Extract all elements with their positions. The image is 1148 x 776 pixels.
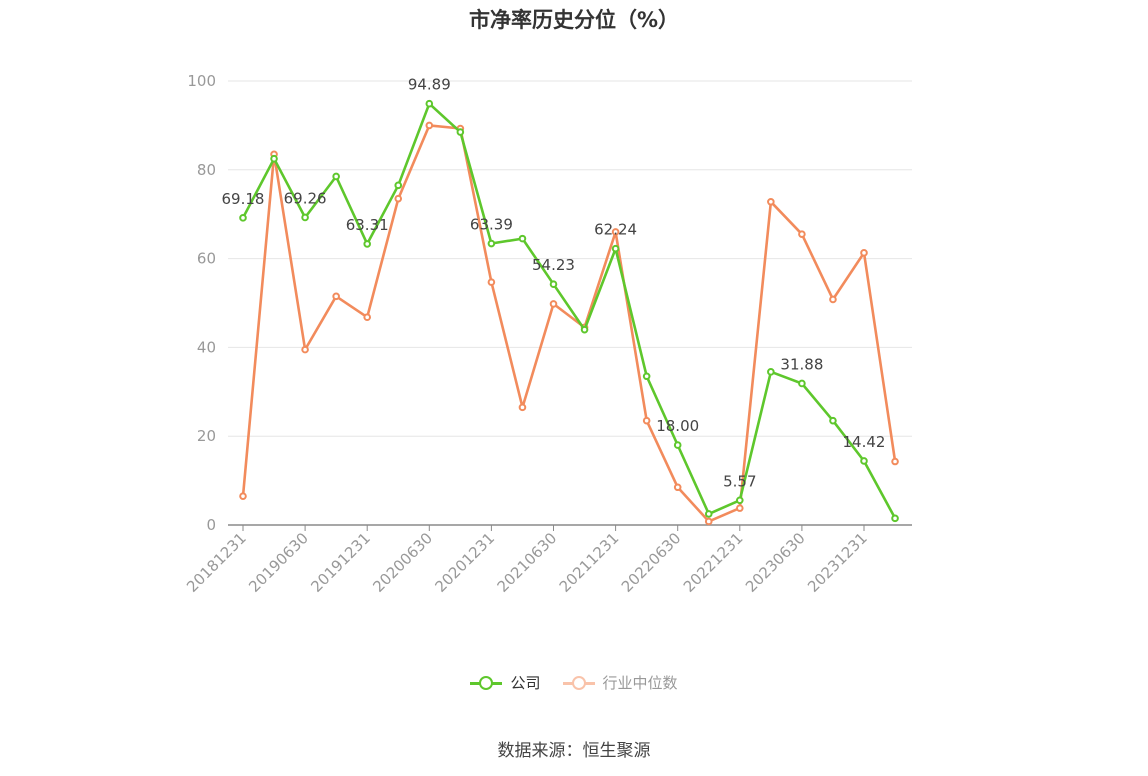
- x-tick-label: 20221231: [680, 529, 747, 596]
- data-label: 69.26: [284, 189, 327, 207]
- data-point-industry: [332, 292, 340, 301]
- data-point-industry: [518, 403, 527, 412]
- data-point-industry: [425, 121, 434, 130]
- x-tick-label: 20220630: [618, 529, 685, 596]
- y-tick-label: 40: [197, 338, 216, 356]
- axis-layer: 0204060801002018123120190630201912312020…: [183, 72, 912, 596]
- data-point-company: [518, 234, 527, 243]
- legend-item-industry[interactable]: 行业中位数: [562, 672, 678, 693]
- data-label: 69.18: [222, 190, 265, 208]
- data-point-company: [798, 379, 806, 388]
- data-point-company: [736, 496, 744, 505]
- data-point-company: [704, 510, 713, 518]
- data-point-company: [549, 280, 558, 289]
- y-tick-label: 60: [197, 250, 216, 268]
- data-label-layer: 69.18 69.26 63.31 94.89 63.39 54.23 62.24 18.00…: [222, 76, 886, 491]
- data-point-company: [860, 457, 868, 465]
- grid-layer: [228, 80, 912, 437]
- data-point-industry: [704, 517, 713, 526]
- data-point-company: [239, 214, 247, 222]
- data-label: 18.00: [656, 417, 699, 435]
- data-point-industry: [611, 228, 620, 236]
- data-point-industry: [239, 492, 247, 500]
- data-point-company: [363, 240, 372, 248]
- data-label: 63.31: [346, 216, 389, 234]
- data-point-company: [611, 244, 620, 253]
- series-line-industry: [241, 124, 897, 523]
- data-point-company: [829, 416, 837, 425]
- data-point-industry: [363, 313, 372, 322]
- x-tick-label: 20191231: [307, 529, 374, 596]
- data-point-company: [673, 441, 682, 449]
- series-line-company: [241, 102, 897, 519]
- data-label: 62.24: [594, 221, 637, 239]
- y-tick-label: 80: [197, 161, 216, 179]
- y-tick-label: 0: [206, 516, 216, 534]
- x-tick-label: 20230630: [742, 529, 809, 596]
- data-point-company: [642, 372, 651, 381]
- data-point-company: [487, 239, 496, 248]
- data-label: 14.42: [843, 433, 886, 451]
- legend-company-label: 公司: [510, 674, 541, 692]
- legend-industry-marker-icon: [562, 675, 595, 690]
- data-point-industry: [860, 249, 868, 257]
- data-point-industry: [673, 483, 682, 492]
- data-point-company: [332, 172, 340, 181]
- data-point-industry: [829, 295, 837, 304]
- data-point-industry: [767, 197, 775, 206]
- data-point-industry: [487, 278, 496, 286]
- legend-item-company[interactable]: 公司: [470, 672, 541, 693]
- data-point-industry: [642, 416, 651, 425]
- y-tick-label: 20: [197, 427, 216, 445]
- legend-industry-label: 行业中位数: [602, 674, 678, 692]
- series-layer: [239, 99, 899, 526]
- data-point-industry: [549, 300, 558, 308]
- data-point-company: [425, 99, 434, 108]
- data-point-company: [394, 181, 403, 190]
- data-point-industry: [736, 504, 744, 512]
- data-point-company: [891, 514, 899, 523]
- data-label: 31.88: [780, 355, 823, 373]
- data-point-company: [270, 154, 278, 163]
- data-point-company: [301, 213, 309, 222]
- data-label: 5.57: [723, 472, 756, 490]
- data-source: 数据来源：恒生聚源: [497, 741, 651, 761]
- data-label: 94.89: [408, 76, 451, 94]
- data-point-company: [580, 325, 589, 334]
- data-point-company: [767, 368, 775, 376]
- y-tick-label: 100: [187, 72, 216, 90]
- data-point-industry: [301, 345, 309, 354]
- x-tick-label: 20231231: [804, 529, 871, 596]
- x-tick-label: 20210630: [494, 529, 561, 596]
- x-tick-label: 20181231: [183, 529, 250, 596]
- x-tick-label: 20211231: [556, 529, 623, 596]
- x-tick-label: 20201231: [432, 529, 499, 596]
- legend-company-marker-icon: [470, 675, 503, 690]
- chart-title: 市净率历史分位（%）: [468, 8, 680, 32]
- data-point-industry: [798, 230, 806, 238]
- x-tick-label: 20190630: [245, 529, 312, 596]
- data-label: 63.39: [470, 216, 513, 234]
- data-point-industry: [891, 457, 899, 466]
- data-label: 54.23: [532, 256, 575, 274]
- x-tick-label: 20200630: [369, 529, 436, 596]
- legend: 公司 行业中位数: [0, 672, 1148, 693]
- data-point-company: [456, 128, 465, 136]
- data-point-industry: [394, 194, 403, 203]
